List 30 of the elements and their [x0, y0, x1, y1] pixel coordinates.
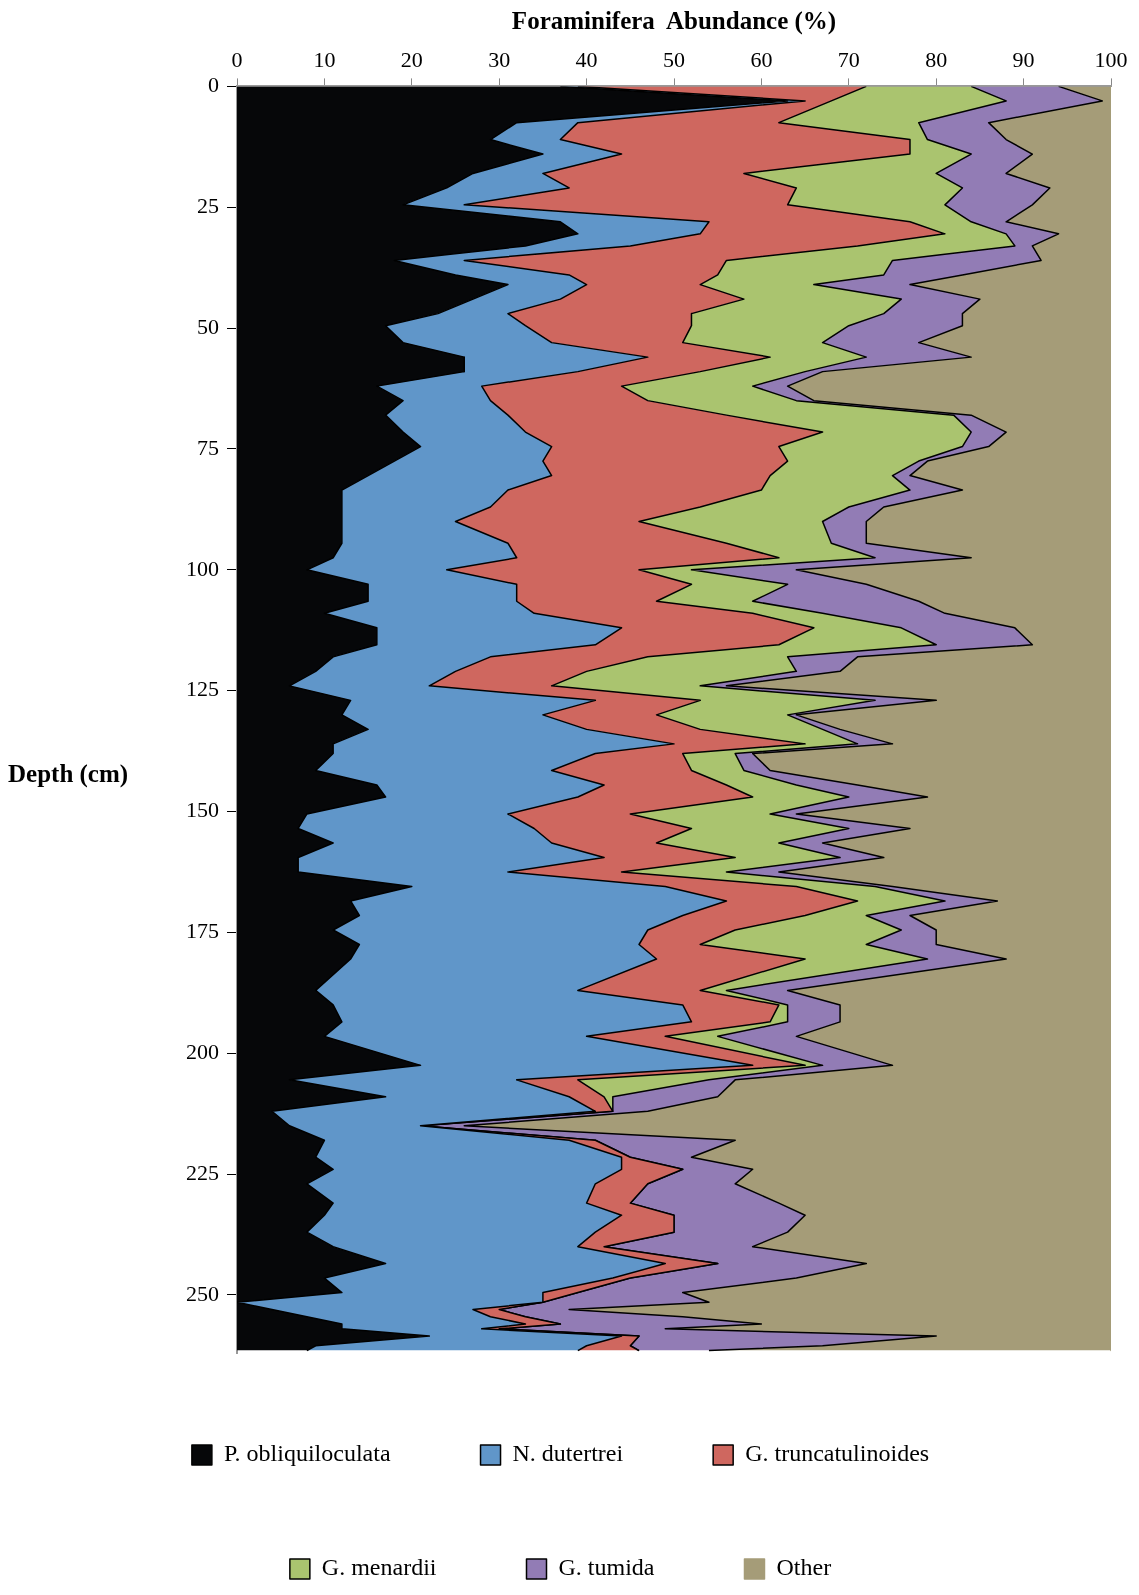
- x-tick-label: 60: [750, 46, 773, 72]
- legend-label: N. dutertrei: [512, 1440, 624, 1467]
- x-tick-label: 50: [663, 46, 685, 72]
- x-tick-label: 90: [1012, 46, 1035, 72]
- y-tick-label: 100: [186, 555, 219, 581]
- y-tick-label: 25: [197, 193, 219, 219]
- legend-label: G. tumida: [558, 1554, 655, 1581]
- y-tick-label: 175: [186, 918, 219, 944]
- x-tick-label: 100: [1094, 46, 1128, 72]
- x-tick-label: 40: [575, 46, 598, 72]
- legend-label: G. truncatulinoides: [745, 1440, 930, 1467]
- y-tick-label: 225: [186, 1159, 219, 1185]
- x-axis-title: Foraminifera Abundance (%): [511, 7, 837, 36]
- legend-label: P. obliquiloculata: [223, 1440, 391, 1467]
- y-tick-label: 50: [197, 313, 219, 339]
- y-tick-label: 200: [186, 1039, 219, 1065]
- x-tick-label: 80: [925, 46, 948, 72]
- y-tick-label: 250: [186, 1280, 219, 1306]
- y-tick-label: 0: [208, 72, 219, 98]
- x-tick-label: 0: [231, 46, 243, 72]
- y-tick-label: 75: [197, 434, 219, 460]
- x-tick-label: 70: [837, 46, 860, 72]
- y-tick-label: 125: [186, 676, 219, 702]
- legend-label: G. menardii: [321, 1554, 437, 1581]
- x-tick-label: 30: [488, 46, 511, 72]
- legend-label: Other: [776, 1554, 832, 1581]
- x-tick-label: 10: [313, 46, 336, 72]
- y-tick-label: 150: [186, 797, 219, 823]
- y-axis-title: Depth (cm): [8, 760, 129, 788]
- x-tick-label: 20: [400, 46, 423, 72]
